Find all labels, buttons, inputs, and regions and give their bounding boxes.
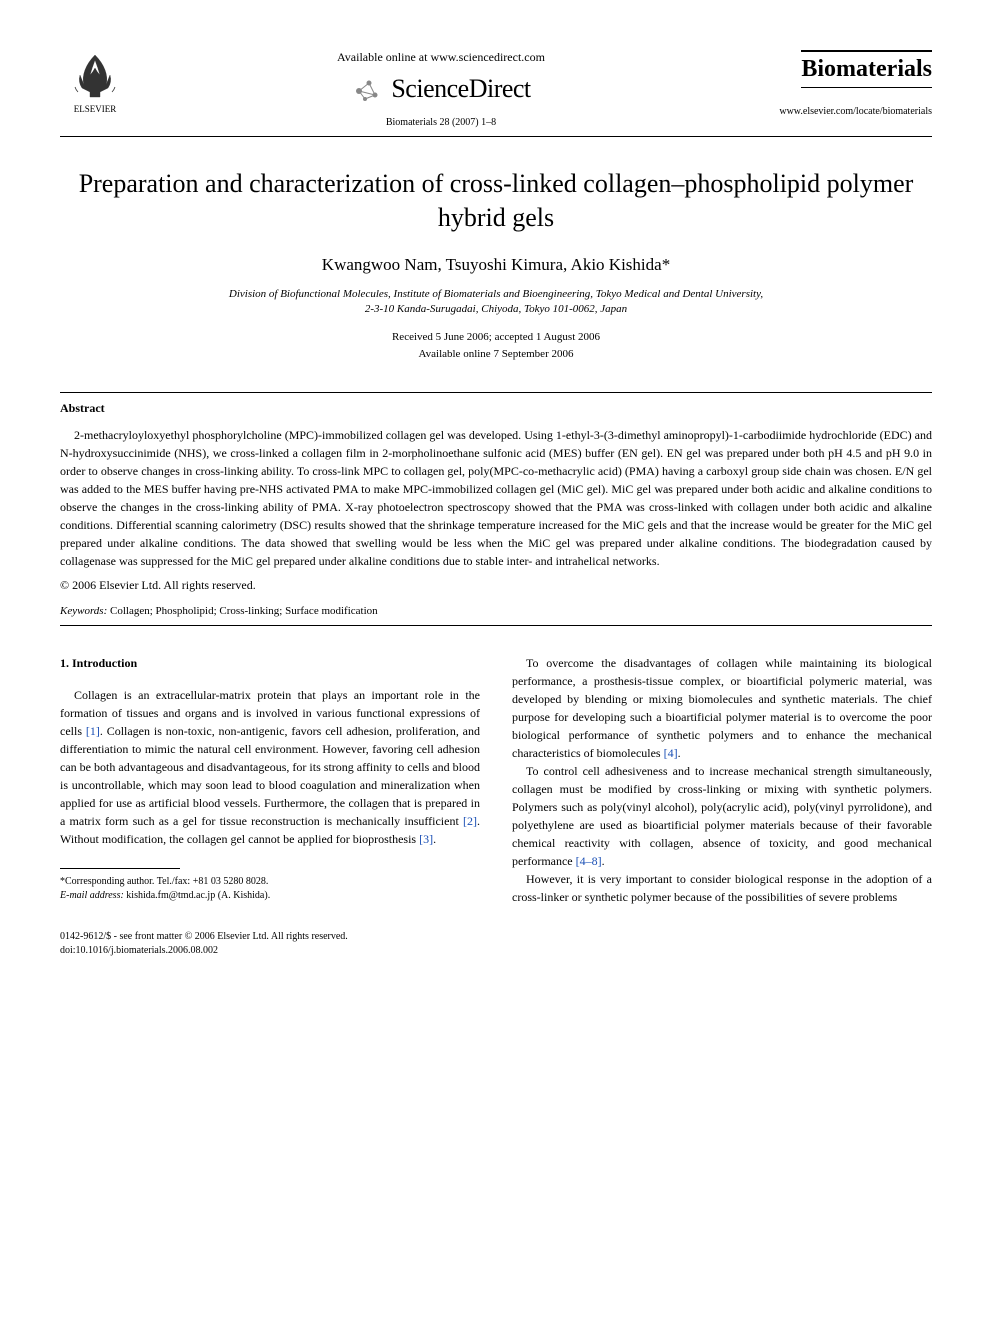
sciencedirect-logo: ScienceDirect: [150, 73, 732, 105]
received-date: Received 5 June 2006; accepted 1 August …: [60, 329, 932, 346]
affiliation-line-2: 2-3-10 Kanda-Surugadai, Chiyoda, Tokyo 1…: [60, 302, 932, 317]
email-address[interactable]: kishida.fm@tmd.ac.jp (A. Kishida).: [124, 890, 270, 901]
abstract-bottom-rule: [60, 625, 932, 626]
article-dates: Received 5 June 2006; accepted 1 August …: [60, 329, 932, 362]
abstract-text: 2-methacryloyloxyethyl phosphorylcholine…: [60, 426, 932, 570]
intro-paragraph-3: To control cell adhesiveness and to incr…: [512, 762, 932, 870]
email-label: E-mail address:: [60, 890, 124, 901]
footer-doi: doi:10.1016/j.biomaterials.2006.08.002: [60, 944, 932, 958]
keywords-text: Collagen; Phospholipid; Cross-linking; S…: [107, 605, 377, 617]
citation-4-8[interactable]: [4–8]: [576, 854, 602, 868]
journal-name: Biomaterials: [801, 50, 932, 88]
affiliation: Division of Biofunctional Molecules, Ins…: [60, 287, 932, 318]
page-footer: 0142-9612/$ - see front matter © 2006 El…: [60, 930, 932, 958]
abstract-body: 2-methacryloyloxyethyl phosphorylcholine…: [60, 426, 932, 570]
citation-4[interactable]: [4]: [664, 746, 678, 760]
intro-paragraph-4: However, it is very important to conside…: [512, 870, 932, 906]
article-title: Preparation and characterization of cros…: [60, 167, 932, 235]
body-columns: 1. Introduction Collagen is an extracell…: [60, 654, 932, 906]
sciencedirect-icon: [351, 73, 383, 105]
sciencedirect-text: ScienceDirect: [391, 74, 530, 104]
citation-1[interactable]: [1]: [86, 724, 100, 738]
abstract-copyright: © 2006 Elsevier Ltd. All rights reserved…: [60, 578, 932, 593]
page-header: ELSEVIER Available online at www.science…: [60, 50, 932, 128]
online-date: Available online 7 September 2006: [60, 346, 932, 363]
column-left: 1. Introduction Collagen is an extracell…: [60, 654, 480, 906]
corresponding-author-text: *Corresponding author. Tel./fax: +81 03 …: [60, 875, 480, 889]
footnote-rule: [60, 868, 180, 869]
column-right: To overcome the disadvantages of collage…: [512, 654, 932, 906]
intro-paragraph-1: Collagen is an extracellular-matrix prot…: [60, 686, 480, 848]
abstract-top-rule: [60, 392, 932, 393]
elsevier-label: ELSEVIER: [60, 104, 130, 114]
keywords-line: Keywords: Collagen; Phospholipid; Cross-…: [60, 605, 932, 617]
corresponding-author-footnote: *Corresponding author. Tel./fax: +81 03 …: [60, 875, 480, 903]
citation-3[interactable]: [3]: [419, 832, 433, 846]
elsevier-tree-icon: [70, 50, 120, 100]
intro-paragraph-2: To overcome the disadvantages of collage…: [512, 654, 932, 762]
journal-box: Biomaterials www.elsevier.com/locate/bio…: [752, 50, 932, 117]
available-online-text: Available online at www.sciencedirect.co…: [150, 50, 732, 65]
abstract-heading: Abstract: [60, 401, 932, 416]
journal-url[interactable]: www.elsevier.com/locate/biomaterials: [752, 106, 932, 117]
authors: Kwangwoo Nam, Tsuyoshi Kimura, Akio Kish…: [60, 255, 932, 275]
header-rule: [60, 136, 932, 137]
keywords-label: Keywords:: [60, 605, 107, 617]
elsevier-logo: ELSEVIER: [60, 50, 130, 114]
citation-2[interactable]: [2]: [463, 814, 477, 828]
citation-line: Biomaterials 28 (2007) 1–8: [150, 117, 732, 128]
footer-copyright: 0142-9612/$ - see front matter © 2006 El…: [60, 930, 932, 944]
sciencedirect-block: Available online at www.sciencedirect.co…: [130, 50, 752, 128]
introduction-heading: 1. Introduction: [60, 654, 480, 672]
affiliation-line-1: Division of Biofunctional Molecules, Ins…: [60, 287, 932, 302]
